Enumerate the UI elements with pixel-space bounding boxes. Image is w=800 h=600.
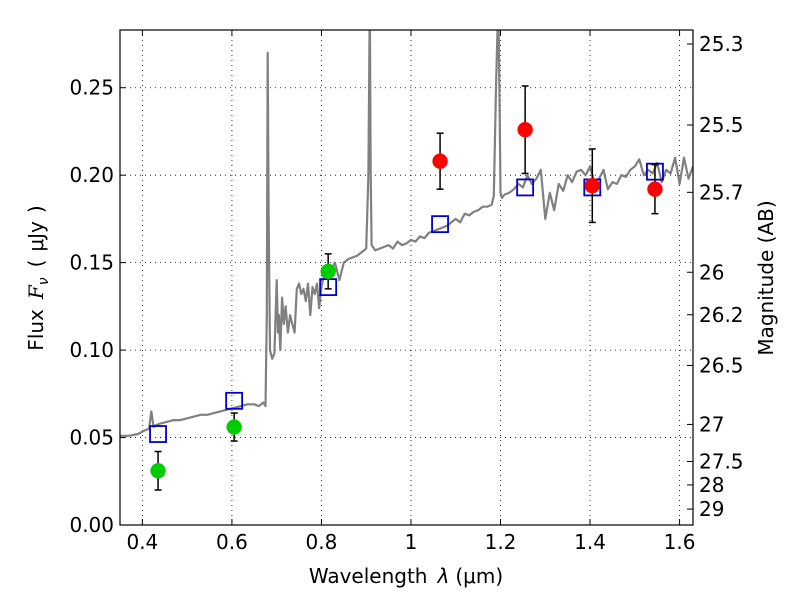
y2-tick-label: 26.5 bbox=[699, 353, 744, 377]
x-tick-label: 1.2 bbox=[485, 530, 517, 554]
y-axis-label: Flux Fν ( μJy) bbox=[24, 205, 52, 350]
y2-tick-label: 25.5 bbox=[699, 113, 744, 137]
y2-tick-label: 26 bbox=[699, 260, 724, 284]
y-tick-label: 0.05 bbox=[69, 426, 114, 450]
spectrum-line bbox=[120, 30, 693, 437]
observed-photometry-point bbox=[320, 263, 336, 280]
y2-tick-label: 27.5 bbox=[699, 450, 744, 474]
y-axis-label-unit: μJy bbox=[24, 221, 48, 252]
plot-area-frame bbox=[119, 29, 694, 526]
observed-photometry-point bbox=[226, 419, 242, 435]
x-axis-label: Wavelength λ (μm) bbox=[309, 564, 503, 588]
grid bbox=[120, 30, 693, 525]
y-axis-label-prefix: Flux bbox=[24, 309, 48, 351]
x-axis-label-unit: (μm) bbox=[455, 564, 503, 588]
x-tick-label: 0.6 bbox=[216, 530, 248, 554]
observed-photometry-series bbox=[150, 85, 663, 491]
model-photometry-point bbox=[431, 215, 449, 234]
y-axis-label-subscript: ν bbox=[36, 277, 52, 285]
observed-photometry-point bbox=[150, 463, 166, 479]
y2-tick-label: 28 bbox=[699, 473, 724, 497]
axis-ticks: 0.4 0.6 0.8 1 1.2 1.4 1.6 0.00 0.05 0.10 0.15 0.20 0… bbox=[69, 30, 744, 554]
observed-photometry-point bbox=[647, 181, 663, 197]
y-tick-label: 0.20 bbox=[69, 163, 114, 187]
observed-photometry-point bbox=[432, 153, 448, 169]
x-tick-label: 1.4 bbox=[574, 530, 606, 554]
x-axis-label-prefix: Wavelength bbox=[309, 564, 428, 588]
model-photometry-point bbox=[149, 425, 167, 443]
y-tick-label: 0.10 bbox=[69, 338, 114, 362]
y-axis-label-paren-open: ( bbox=[24, 260, 48, 268]
y-tick-label: 0.15 bbox=[69, 251, 114, 275]
observed-photometry-point bbox=[517, 121, 533, 138]
y-axis-label-symbol: F bbox=[24, 284, 48, 300]
y2-tick-label: 25.7 bbox=[699, 180, 744, 204]
y-tick-label: 0.00 bbox=[69, 513, 114, 537]
spectrum-series bbox=[120, 30, 693, 437]
y-tick-label: 0.25 bbox=[69, 76, 114, 100]
observed-photometry-point bbox=[584, 177, 601, 194]
x-tick-label: 0.8 bbox=[306, 530, 338, 554]
y2-axis-label: Magnitude (AB) bbox=[754, 200, 778, 355]
y2-tick-label: 27 bbox=[699, 412, 724, 436]
y2-tick-label: 26.2 bbox=[699, 303, 744, 327]
x-tick-label: 1 bbox=[405, 530, 418, 554]
x-tick-label: 1.6 bbox=[664, 530, 696, 554]
model-photometry-point bbox=[516, 178, 535, 197]
x-tick-label: 0.4 bbox=[126, 530, 158, 554]
model-photometry-series bbox=[149, 162, 664, 443]
model-photometry-point bbox=[225, 391, 244, 410]
y-axis-label-paren-close: ) bbox=[24, 205, 48, 213]
y2-tick-label: 25.3 bbox=[699, 32, 744, 56]
y2-tick-label: 29 bbox=[699, 497, 724, 521]
x-axis-label-symbol: λ bbox=[437, 564, 450, 588]
